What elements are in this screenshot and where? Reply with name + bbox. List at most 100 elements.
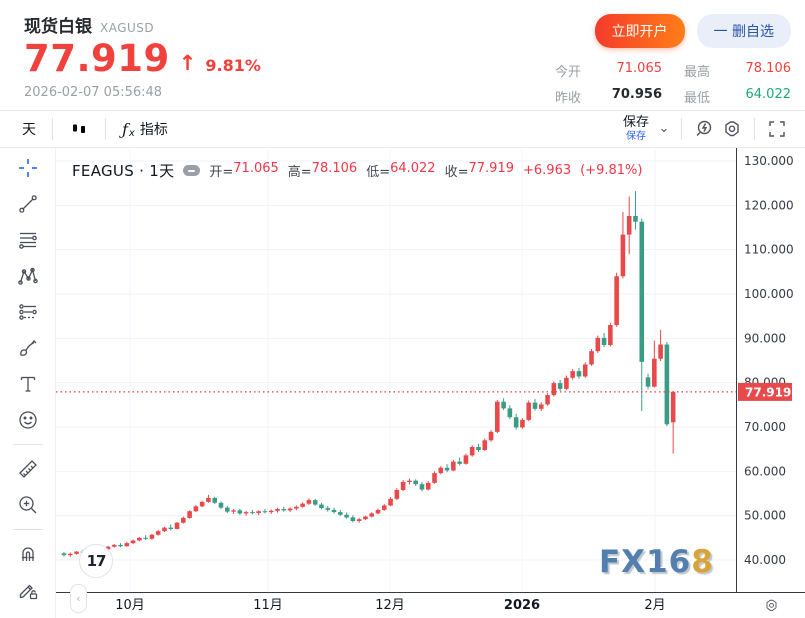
candle-body [262,511,268,513]
candle-body [457,461,462,464]
svg-text:12月: 12月 [375,598,405,613]
tool-brush[interactable] [9,330,47,366]
svg-text:120.000: 120.000 [744,198,794,212]
pencil-lock-icon [19,584,37,600]
fx-icon: ƒ [122,119,128,139]
tool-fib-retracement[interactable] [9,222,47,258]
legend-change-pct: (+9.81%) [580,163,643,178]
candle-body [243,512,249,514]
save-button[interactable]: 保存 保存 [617,114,655,143]
chart-pane[interactable]: 40.000 50.000 60.000 70.000 80.000 90.000 100.… [56,148,805,618]
chart-settings-button[interactable] [718,115,746,143]
svg-text:110.000: 110.000 [744,243,794,257]
candle-body [212,497,218,503]
symbol-name: 现货白银 [24,17,92,37]
candlestick-series [61,191,676,557]
candle-body [576,371,582,377]
candle-body [281,509,287,511]
candle-body [356,519,362,521]
candle-body [162,527,167,532]
candle-body [218,502,224,508]
candle-body [74,551,79,554]
fullscreen-button[interactable] [763,115,791,143]
tradingview-logo[interactable]: 17 [79,544,113,578]
tool-forecast[interactable] [9,294,47,330]
price-scale[interactable]: 40.00050.00060.00070.00080.00090.000100.… [744,154,794,567]
legend-change: +6.963 [523,163,572,178]
candle-body [400,481,406,490]
candle-body [564,377,569,389]
tool-zoom-in[interactable] [9,487,47,523]
legend-collapse-button[interactable] [183,165,201,176]
price-chart-canvas[interactable]: 40.00050.00060.00070.00080.00090.000100.… [56,148,805,618]
drawing-panel-collapse-handle[interactable]: ‹ [70,584,87,613]
candle-body [149,534,155,539]
indicators-label: 指标 [139,122,168,138]
change-percent: 9.81% [205,56,261,75]
stat-high-label: 最高 [684,65,711,80]
tool-crosshair[interactable] [9,150,47,186]
quote-stats: 今开 71.065 最高 78.106 昨收 70.956 最低 64.022 [555,61,791,106]
snapshot-button[interactable] [690,115,718,143]
scale-settings-button[interactable] [764,598,779,613]
candle-body [181,517,186,523]
legend-symbol-title[interactable]: FEAGUS · 1天 [72,162,175,180]
svg-text:40.000: 40.000 [744,553,786,567]
candle-body [381,505,387,510]
candle-body [476,446,481,451]
stat-open: 今开 71.065 [555,61,662,80]
candle-body [551,383,557,396]
toolbar-divider [105,118,106,140]
chart-style-button[interactable] [61,115,97,143]
candle-body [526,402,532,420]
svg-text:50.000: 50.000 [744,509,786,523]
save-menu-chevron[interactable]: ⌄ [655,115,673,143]
legend-open: 开= 71.065 [209,161,279,180]
tool-magnet[interactable] [9,536,47,572]
candle-body [444,467,450,471]
candle-body [67,553,73,556]
stat-low: 最低 64.022 [684,87,791,106]
tool-lock-drawings[interactable] [9,572,47,608]
open-account-button[interactable]: 立即开户 [594,14,685,48]
candle-body [168,527,174,529]
candle-body [614,276,619,326]
stat-open-value: 71.065 [616,61,663,76]
remove-watchlist-button[interactable]: 一 删自选 [696,14,791,48]
candle-body [425,482,431,490]
candle-body [256,511,261,514]
tool-trend-line[interactable] [9,186,47,222]
grid-lines [56,150,736,592]
candle-body [155,531,161,535]
xabcd-pattern-icon [17,267,38,285]
fullscreen-icon [767,119,787,139]
symbol-block: 现货白银 XAGUSD 77.919 ↑ 9.81% 2026-02-07 05… [24,12,261,100]
candle-body [670,391,676,423]
crosshair-icon [18,159,37,177]
candle-body [124,543,130,547]
tool-text[interactable] [9,366,47,402]
sidebar-divider [12,444,43,445]
candle-body [620,234,626,277]
tool-emoji[interactable] [9,402,47,438]
candle-body [513,417,519,428]
stat-prev-close-label: 昨收 [555,91,582,106]
fib-retracement-icon [18,232,37,249]
tool-measure[interactable] [9,451,47,487]
candle-body [388,498,393,506]
candle-body [626,215,632,235]
candle-body [206,497,211,502]
save-hint: 保存 [625,130,646,142]
candle-body [287,508,293,511]
candle-body [268,510,274,513]
candle-body [601,337,607,345]
candle-body [532,402,538,409]
candle-body [488,431,494,441]
chevron-left-icon: ‹ [76,592,81,605]
interval-button[interactable]: 天 [14,115,44,143]
candle-body [375,509,381,514]
tool-xabcd-pattern[interactable] [9,258,47,294]
time-scale[interactable]: 10月 11月 12月 2026 2月 [115,598,665,613]
